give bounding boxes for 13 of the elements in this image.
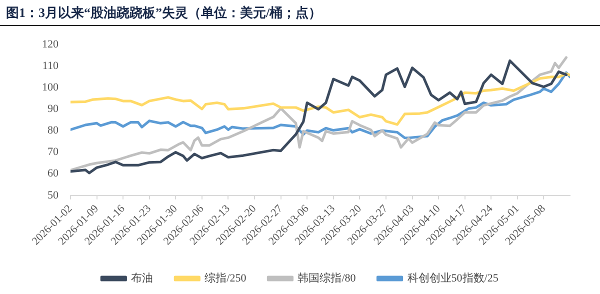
legend-label: 科创创业50指数/25 (407, 271, 499, 284)
y-tick-label: 80 (48, 124, 59, 137)
chart-title: 图1：3月以来“股油跷跷板”失灵（单位：美元/桶；点） (0, 0, 600, 26)
legend-label: 综指/250 (204, 271, 247, 284)
legend-label: 韩国综指/80 (298, 271, 356, 284)
y-tick-label: 60 (48, 168, 59, 180)
y-tick-label: 90 (48, 103, 59, 116)
y-tick-label: 100 (42, 82, 59, 94)
y-tick-label: 70 (48, 146, 59, 158)
y-tick-label: 110 (42, 60, 59, 72)
y-tick-label: 50 (48, 189, 59, 202)
legend-label: 布油 (131, 271, 154, 284)
y-tick-label: 120 (42, 38, 59, 50)
